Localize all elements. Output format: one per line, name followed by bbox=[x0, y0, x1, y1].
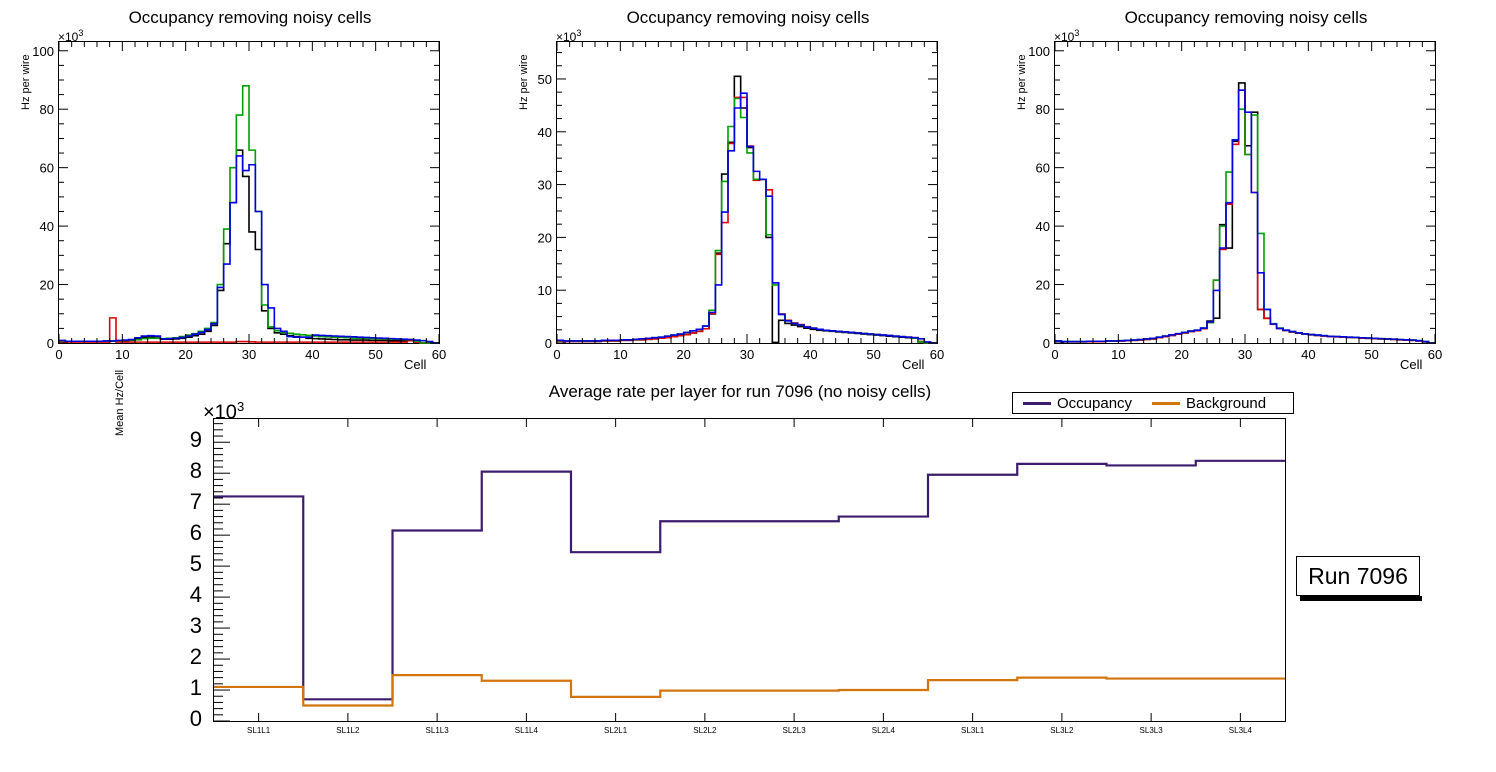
panel-1-x-axis-label: Cell bbox=[404, 357, 427, 372]
occupancy-pad-3: Occupancy removing noisy cells ×103 Hz p… bbox=[996, 0, 1496, 380]
svg-text:40: 40 bbox=[1036, 219, 1050, 234]
panel-1-axes: 0 10 20 30 40 50 60 0 20 40 60 80 100 bbox=[32, 42, 446, 362]
legend-swatch-occupancy bbox=[1023, 401, 1051, 405]
bottom-x-tick-SL2L2: SL2L2 bbox=[693, 726, 717, 735]
svg-text:60: 60 bbox=[40, 161, 54, 176]
svg-text:0: 0 bbox=[55, 347, 62, 362]
panel-2-frame bbox=[556, 41, 938, 344]
run-badge[interactable]: Run 7096 bbox=[1296, 556, 1420, 596]
svg-text:100: 100 bbox=[32, 44, 54, 59]
svg-text:30: 30 bbox=[242, 347, 256, 362]
occupancy-pad-2: Occupancy removing noisy cells ×103 Hz p… bbox=[498, 0, 998, 380]
svg-text:10: 10 bbox=[1111, 347, 1125, 362]
svg-text:60: 60 bbox=[1428, 347, 1442, 362]
svg-text:0: 0 bbox=[1043, 336, 1050, 351]
bottom-panel-title: Average rate per layer for run 7096 (no … bbox=[548, 382, 932, 401]
bottom-x-tick-SL1L3: SL1L3 bbox=[425, 726, 449, 735]
panel-2-title: Occupancy removing noisy cells bbox=[626, 8, 870, 27]
svg-text:40: 40 bbox=[40, 219, 54, 234]
svg-text:0: 0 bbox=[545, 336, 552, 351]
bottom-y-tick-6: 6 bbox=[189, 520, 202, 546]
svg-text:80: 80 bbox=[40, 102, 54, 117]
legend-entry-background[interactable]: Background bbox=[1142, 395, 1276, 412]
bottom-x-tick-SL3L3: SL3L3 bbox=[1139, 726, 1163, 735]
bottom-x-tick-SL1L2: SL1L2 bbox=[336, 726, 360, 735]
svg-text:40: 40 bbox=[803, 347, 817, 362]
occupancy-pad-1: Occupancy removing noisy cells ×103 Hz p… bbox=[0, 0, 500, 380]
bottom-panel-frame bbox=[213, 418, 1286, 722]
panel-3-y-exponent: ×103 bbox=[1054, 28, 1080, 44]
svg-text:40: 40 bbox=[305, 347, 319, 362]
legend-swatch-background bbox=[1152, 401, 1181, 405]
bottom-x-tick-SL3L1: SL3L1 bbox=[961, 726, 985, 735]
bottom-y-tick-4: 4 bbox=[189, 582, 202, 608]
svg-text:50: 50 bbox=[538, 72, 552, 87]
run-badge-label: Run 7096 bbox=[1308, 562, 1408, 589]
svg-text:40: 40 bbox=[538, 125, 552, 140]
bottom-x-tick-SL3L2: SL3L2 bbox=[1050, 726, 1074, 735]
svg-text:50: 50 bbox=[368, 347, 382, 362]
legend-entry-occupancy[interactable]: Occupancy bbox=[1013, 395, 1142, 412]
panel-3-x-axis-label: Cell bbox=[1400, 357, 1423, 372]
svg-text:80: 80 bbox=[1036, 102, 1050, 117]
bottom-y-tick-3: 3 bbox=[189, 613, 202, 639]
bottom-panel-axes bbox=[214, 419, 1241, 722]
svg-text:0: 0 bbox=[553, 347, 560, 362]
bottom-x-tick-SL1L4: SL1L4 bbox=[514, 726, 538, 735]
svg-text:60: 60 bbox=[1036, 161, 1050, 176]
bottom-panel-legend: Occupancy Background bbox=[1012, 392, 1294, 414]
bottom-y-tick-7: 7 bbox=[189, 489, 202, 515]
bottom-y-tick-1: 1 bbox=[189, 675, 202, 701]
svg-text:60: 60 bbox=[930, 347, 944, 362]
svg-text:20: 20 bbox=[178, 347, 192, 362]
average-rate-pad: Average rate per layer for run 7096 (no … bbox=[0, 370, 1496, 772]
svg-text:10: 10 bbox=[538, 283, 552, 298]
bottom-x-tick-SL3L4: SL3L4 bbox=[1228, 726, 1252, 735]
svg-text:20: 20 bbox=[1174, 347, 1188, 362]
svg-text:20: 20 bbox=[40, 278, 54, 293]
svg-text:20: 20 bbox=[1036, 278, 1050, 293]
svg-text:50: 50 bbox=[866, 347, 880, 362]
bottom-y-tick-0: 0 bbox=[189, 706, 202, 731]
svg-text:0: 0 bbox=[1051, 347, 1058, 362]
svg-text:30: 30 bbox=[740, 347, 754, 362]
svg-text:10: 10 bbox=[613, 347, 627, 362]
panel-3-axes: 0 10 20 30 40 50 60 0 20 40 60 80 100 bbox=[1028, 42, 1442, 362]
svg-text:20: 20 bbox=[538, 230, 552, 245]
panel-1-title: Occupancy removing noisy cells bbox=[128, 8, 372, 27]
svg-text:30: 30 bbox=[538, 178, 552, 193]
panel-3-title: Occupancy removing noisy cells bbox=[1124, 8, 1368, 27]
legend-label-occupancy: Occupancy bbox=[1057, 394, 1133, 412]
panel-3-plot bbox=[1055, 42, 1435, 343]
bottom-x-tick-SL2L1: SL2L1 bbox=[604, 726, 628, 735]
bottom-x-tick-SL2L3: SL2L3 bbox=[782, 726, 806, 735]
svg-text:40: 40 bbox=[1301, 347, 1315, 362]
legend-label-background: Background bbox=[1186, 394, 1267, 412]
svg-text:100: 100 bbox=[1028, 44, 1050, 59]
svg-text:0: 0 bbox=[47, 336, 54, 351]
svg-text:30: 30 bbox=[1238, 347, 1252, 362]
bottom-y-tick-8: 8 bbox=[189, 458, 202, 484]
panel-2-x-axis-label: Cell bbox=[902, 357, 925, 372]
svg-text:60: 60 bbox=[432, 347, 446, 362]
panel-3-frame bbox=[1054, 41, 1436, 344]
bottom-x-tick-SL2L4: SL2L4 bbox=[871, 726, 895, 735]
bottom-y-tick-9: 9 bbox=[189, 427, 202, 453]
svg-text:50: 50 bbox=[1364, 347, 1378, 362]
bottom-x-tick-SL1L1: SL1L1 bbox=[247, 726, 271, 735]
bottom-y-tick-2: 2 bbox=[189, 644, 202, 670]
panel-2-axes: 0 10 20 30 40 50 60 0 10 20 30 40 50 bbox=[538, 42, 944, 362]
svg-text:10: 10 bbox=[115, 347, 129, 362]
svg-text:20: 20 bbox=[676, 347, 690, 362]
bottom-panel-plot bbox=[214, 459, 1285, 707]
panel-2-y-exponent: ×103 bbox=[556, 28, 582, 44]
panel-1-y-exponent: ×103 bbox=[58, 28, 84, 44]
run-badge-shadow bbox=[1300, 596, 1422, 601]
bottom-y-tick-5: 5 bbox=[189, 551, 202, 577]
